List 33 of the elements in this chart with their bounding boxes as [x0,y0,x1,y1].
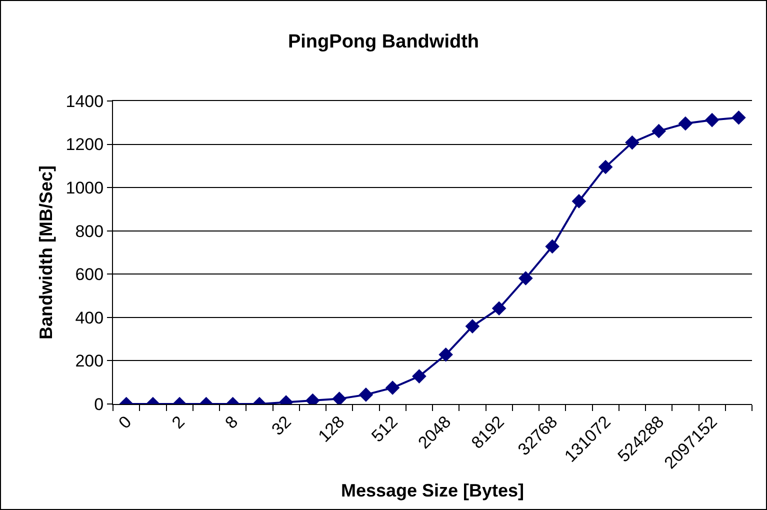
point [465,319,480,334]
point [678,116,693,131]
y-tick-label: 400 [75,308,104,328]
y-tick-label: 1000 [66,178,104,198]
point [572,194,586,208]
point [598,160,613,174]
point [732,110,746,125]
y-tick-label: 200 [75,352,104,371]
x-tick-label: 0 [115,412,136,432]
chart-title: PingPong Bandwidth [288,31,480,52]
x-tick-label: 32 [268,412,295,440]
y-tick-label: 0 [94,394,104,414]
x-axis-title: Message Size [Bytes] [340,480,524,501]
point [412,369,426,384]
point [332,392,346,404]
point [492,301,506,316]
y-tick-label: 1400 [66,92,104,111]
y-axis-title: Bandwidth [MB/Sec] [36,166,56,340]
point [704,112,720,128]
point [518,271,533,286]
x-tick-label: 8 [222,412,242,432]
y-tick-label: 1200 [66,135,104,154]
x-tick-label: 512 [368,412,402,446]
y-tick-label: 600 [75,265,104,284]
point [652,124,666,138]
point [625,135,640,150]
y-tick-label: 800 [75,222,104,241]
x-tick-label: 128 [314,412,348,446]
x-tick-label: 2 [168,412,188,432]
point [438,348,453,362]
point [358,388,374,402]
point [385,380,400,395]
point [545,239,560,254]
